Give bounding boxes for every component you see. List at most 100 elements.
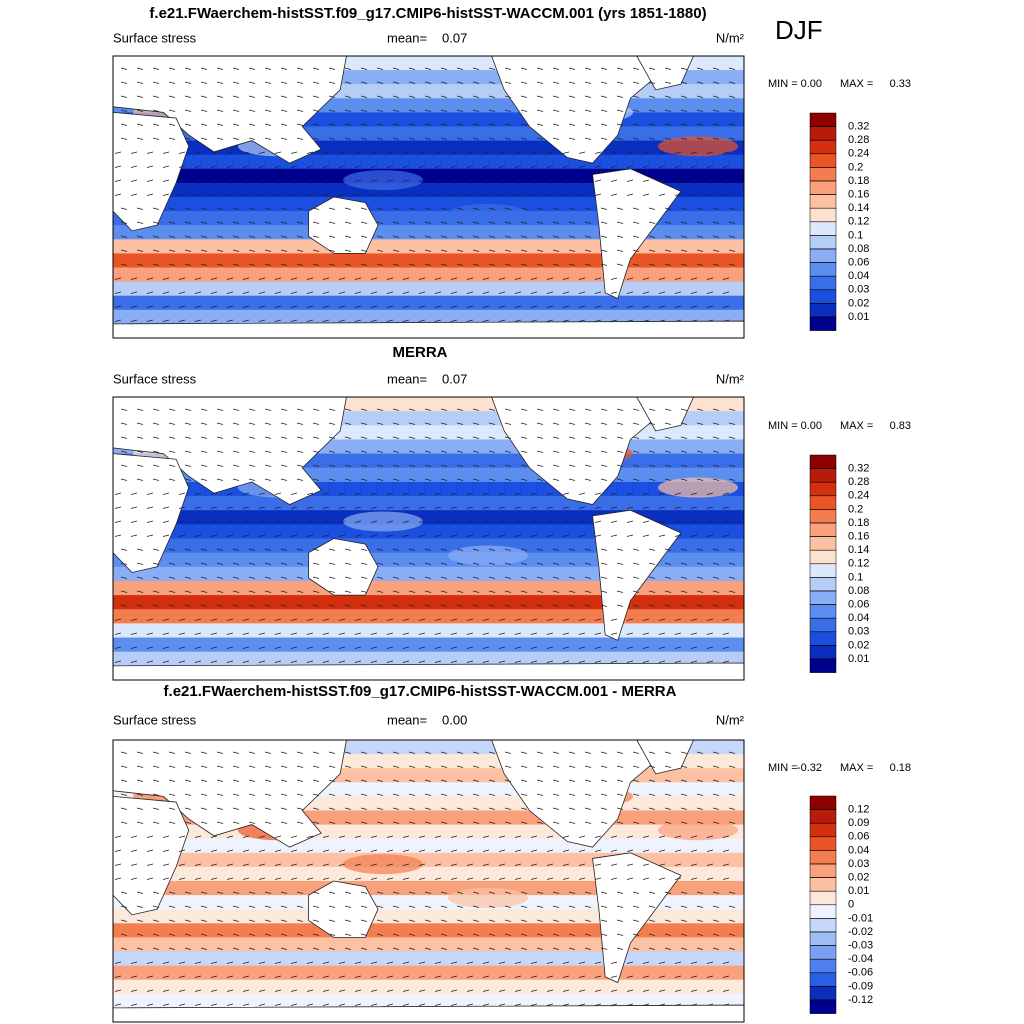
wind-vector <box>706 961 714 964</box>
wind-vector <box>690 291 698 294</box>
colorbar-box <box>809 999 837 1014</box>
wind-vector <box>184 478 192 481</box>
wind-vector <box>360 81 368 84</box>
wind-vector <box>722 193 730 196</box>
wind-vector <box>658 492 666 495</box>
wind-vector <box>344 137 352 140</box>
wind-vector <box>338 179 346 182</box>
wind-vector <box>456 81 464 84</box>
wind-vector <box>328 221 336 224</box>
wind-vector <box>232 821 240 824</box>
wind-vector <box>290 319 298 322</box>
wind-vector <box>466 305 474 308</box>
wind-vector <box>322 975 330 978</box>
wind-vector <box>296 751 304 754</box>
wind-vector <box>536 590 544 593</box>
wind-vector <box>616 779 624 782</box>
wind-vector <box>562 989 570 992</box>
wind-vector <box>610 520 618 523</box>
colorbar-box <box>809 112 837 127</box>
wind-vector <box>146 632 154 635</box>
wind-vector <box>504 905 512 908</box>
wind-vector <box>210 165 218 168</box>
wind-vector <box>424 779 432 782</box>
wind-vector <box>306 961 314 964</box>
wind-vector <box>504 919 512 922</box>
wind-vector <box>136 765 144 768</box>
wind-vector <box>322 291 330 294</box>
wind-vector <box>386 989 394 992</box>
wind-vector <box>370 618 378 621</box>
wind-vector <box>264 779 272 782</box>
wind-vector <box>680 919 688 922</box>
wind-vector <box>648 249 656 252</box>
wind-vector <box>466 877 474 880</box>
wind-vector <box>664 576 672 579</box>
wind-vector <box>344 933 352 936</box>
wind-vector <box>568 249 576 252</box>
wind-vector <box>200 576 208 579</box>
wind-vector <box>136 436 144 439</box>
wind-vector <box>568 765 576 768</box>
wind-vector <box>114 975 122 978</box>
wind-vector <box>616 919 624 922</box>
wind-vector <box>296 919 304 922</box>
wind-vector <box>168 933 176 936</box>
wind-vector <box>600 436 608 439</box>
wind-vector <box>706 193 714 196</box>
wind-vector <box>530 151 538 154</box>
wind-vector <box>504 249 512 252</box>
colorbar-label: -0.01 <box>848 912 873 924</box>
wind-vector <box>264 263 272 266</box>
wind-vector <box>210 193 218 196</box>
wind-vector <box>216 793 224 796</box>
wind-vector <box>344 562 352 565</box>
wind-vector <box>168 95 176 98</box>
wind-vector <box>498 151 506 154</box>
wind-vector <box>472 422 480 425</box>
colorbar-label: 0.09 <box>848 817 869 829</box>
wind-vector <box>370 305 378 308</box>
wind-vector <box>434 660 442 663</box>
wind-vector <box>722 151 730 154</box>
mean-label: mean= <box>387 30 427 45</box>
wind-vector <box>450 877 458 880</box>
wind-vector <box>248 450 256 453</box>
wind-vector <box>642 989 650 992</box>
wind-vector <box>722 305 730 308</box>
wind-vector <box>226 277 234 280</box>
wind-vector <box>498 277 506 280</box>
wind-vector <box>130 506 138 509</box>
wind-vector <box>354 305 362 308</box>
wind-vector <box>200 109 208 112</box>
wind-vector <box>530 632 538 635</box>
wind-vector <box>450 1003 458 1006</box>
wind-vector <box>232 905 240 908</box>
wind-vector <box>642 835 650 838</box>
wind-vector <box>178 1003 186 1006</box>
wind-vector <box>658 534 666 537</box>
wind-vector <box>488 779 496 782</box>
wind-vector <box>338 961 346 964</box>
wind-vector <box>120 408 128 411</box>
wind-vector <box>232 436 240 439</box>
wind-vector <box>258 165 266 168</box>
wind-vector <box>184 123 192 126</box>
wind-vector <box>584 765 592 768</box>
wind-vector <box>354 835 362 838</box>
wind-vector <box>600 478 608 481</box>
wind-vector <box>386 618 394 621</box>
wind-vector <box>264 590 272 593</box>
wind-vector <box>674 305 682 308</box>
wind-vector <box>546 179 554 182</box>
wind-vector <box>690 975 698 978</box>
wind-vector <box>440 604 448 607</box>
wind-vector <box>728 562 736 565</box>
wind-vector <box>210 179 218 182</box>
wind-vector <box>354 534 362 537</box>
wind-vector <box>216 576 224 579</box>
wind-vector <box>328 933 336 936</box>
wind-vector <box>728 548 736 551</box>
wind-vector <box>274 989 282 992</box>
wind-vector <box>450 277 458 280</box>
